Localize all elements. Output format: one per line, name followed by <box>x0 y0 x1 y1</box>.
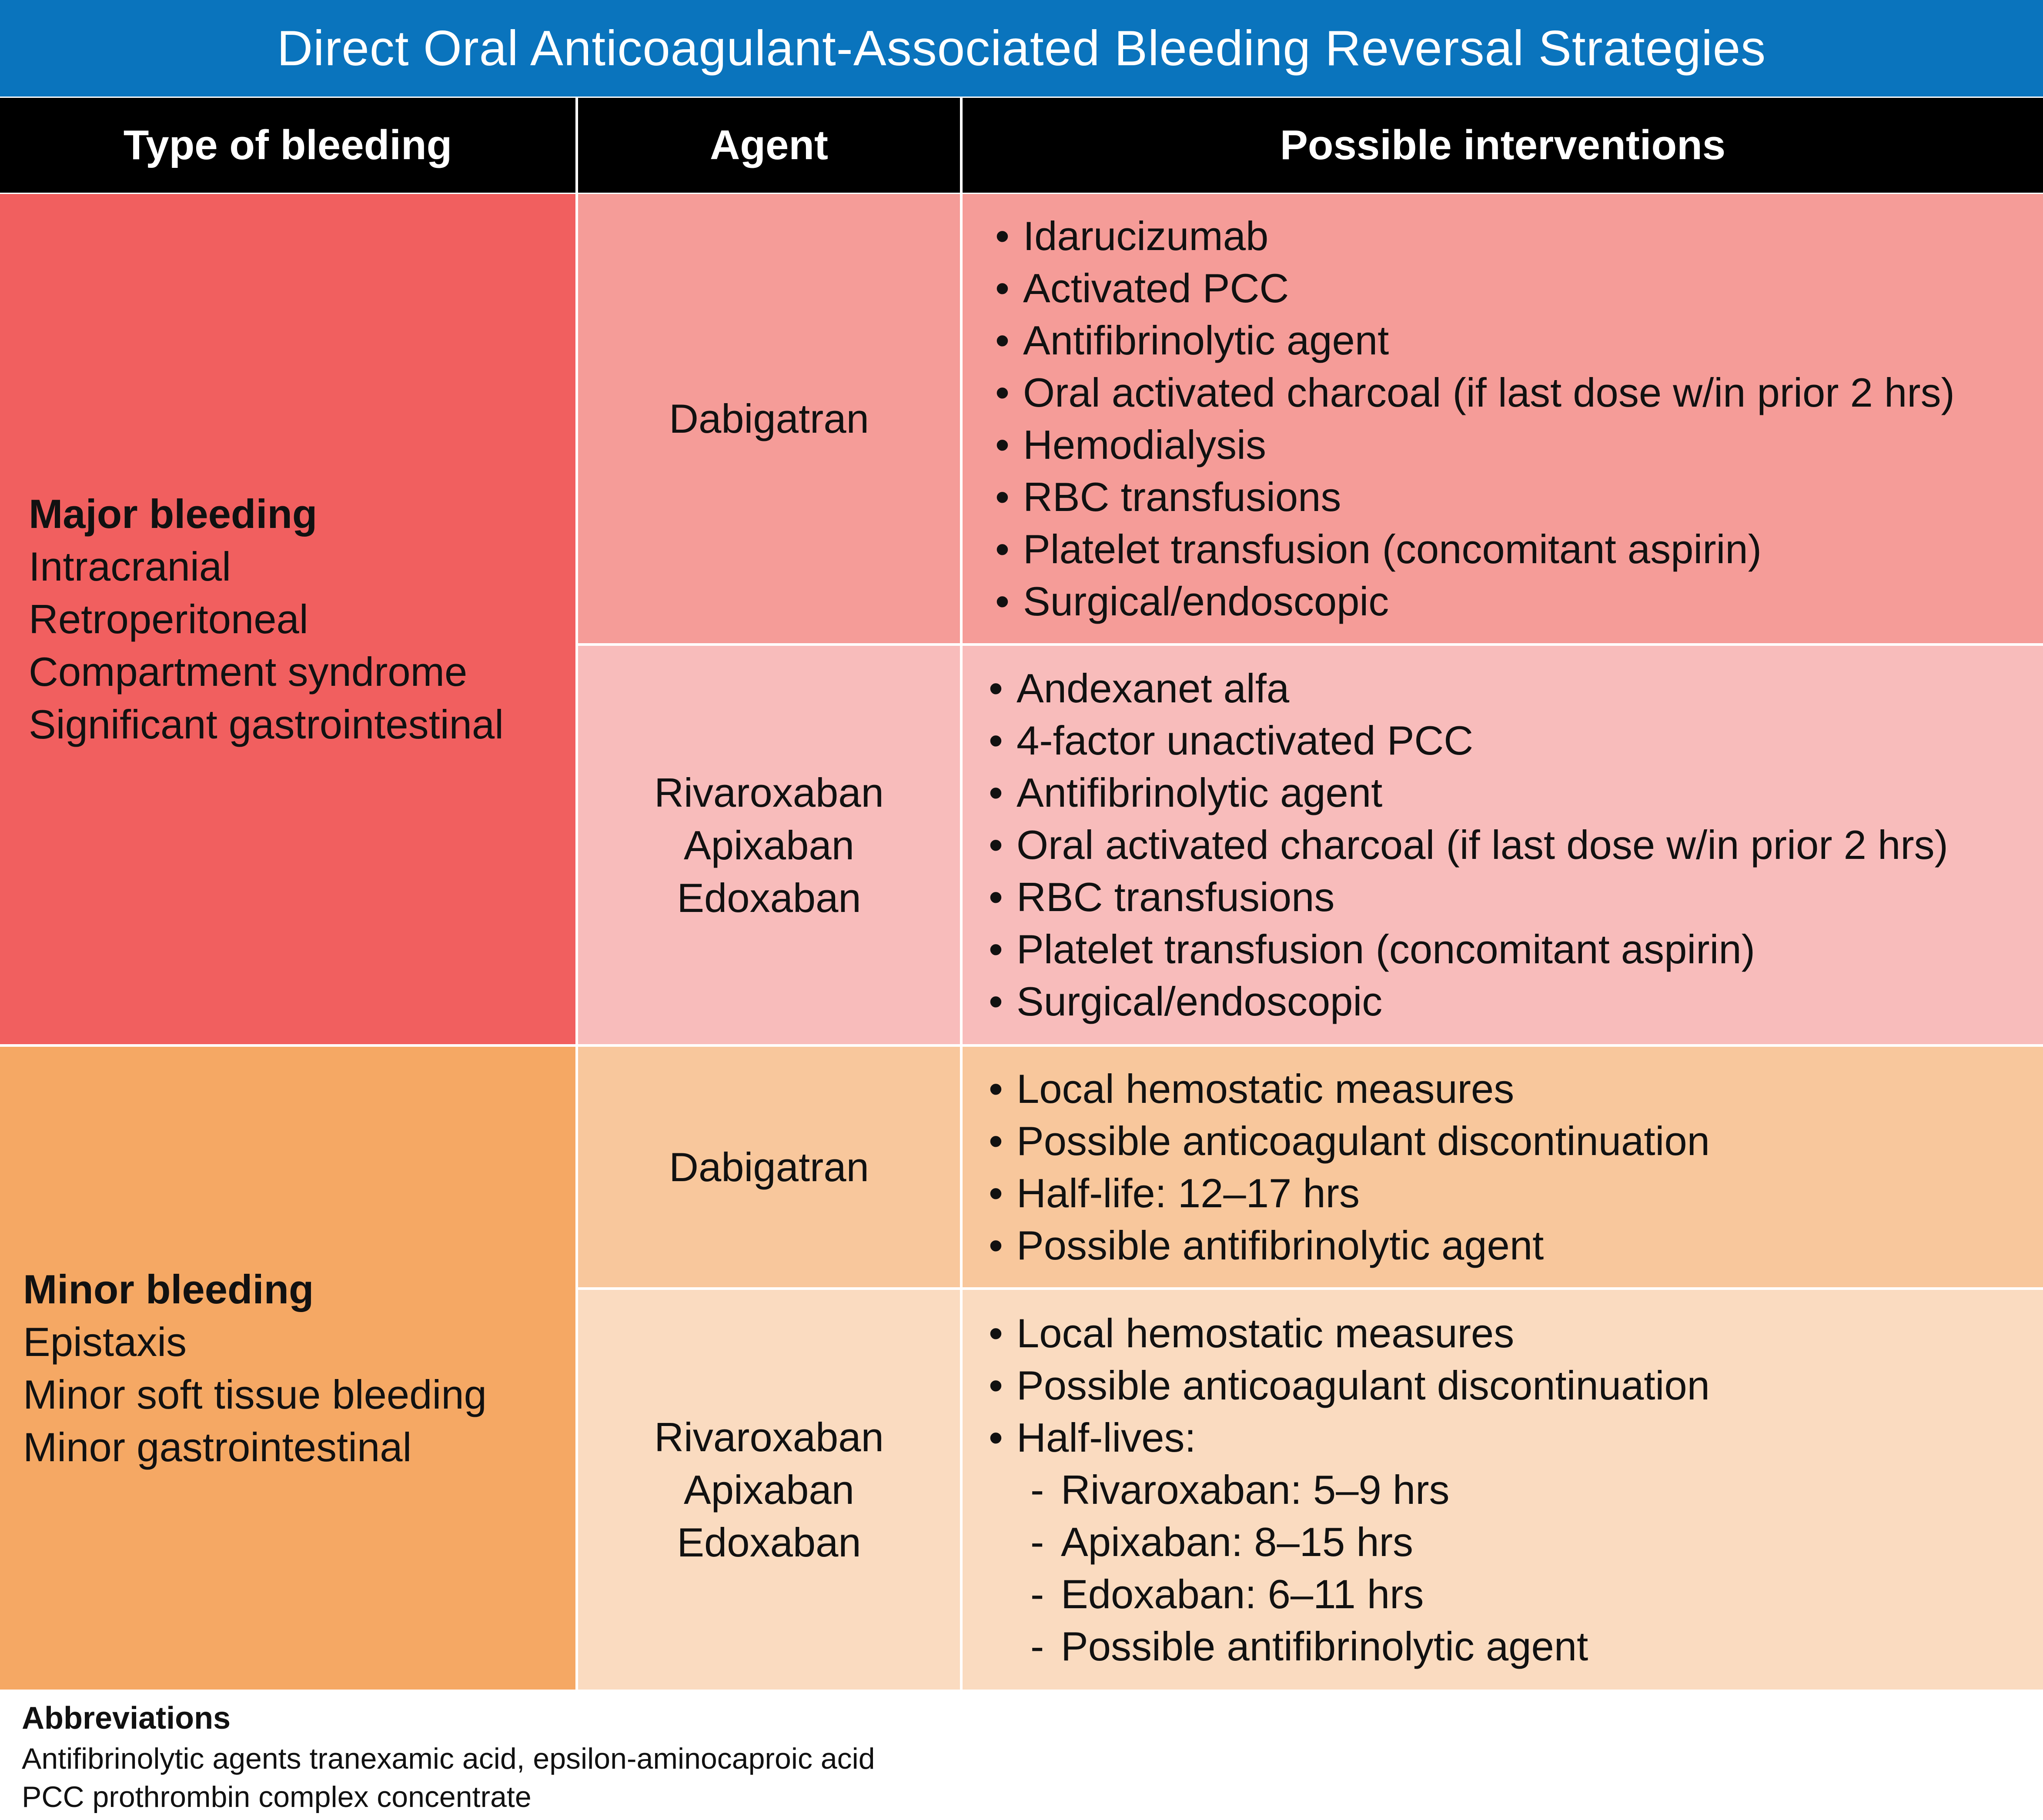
bullet-icon: • <box>995 317 1010 363</box>
minor-bleeding-cell: Minor bleeding Epistaxis Minor soft tiss… <box>0 1047 575 1690</box>
header-agent-label: Agent <box>710 122 828 168</box>
minor-dabigatran-agent-cell: Dabigatran <box>578 1047 960 1287</box>
bullet-icon: • <box>989 718 1003 763</box>
abbreviation-line: PCC prothrombin complex concentrate <box>22 1780 532 1813</box>
half-life-sub-item: - Apixaban: 8–15 hrs <box>989 1516 2043 1568</box>
intervention-item: • Surgical/endoscopic <box>995 575 2043 628</box>
minor-bleeding-item: Minor gastrointestinal <box>23 1424 412 1470</box>
major-dabigatran-interventions: • Idarucizumab • Activated PCC • Antifibrin… <box>963 194 2043 643</box>
bullet-icon: • <box>989 1065 1003 1112</box>
bullet-icon: • <box>995 421 1010 468</box>
major-xa-agent-cell: Rivaroxaban Apixaban Edoxaban <box>578 646 960 1044</box>
bullet-icon: • <box>989 1414 1003 1460</box>
bullet-icon: • <box>989 1362 1003 1408</box>
intervention-item: • Half-life: 12–17 hrs <box>989 1167 2043 1219</box>
bullet-icon: • <box>989 1118 1003 1164</box>
page-title: Direct Oral Anticoagulant-Associated Ble… <box>277 20 1766 76</box>
bullet-icon: • <box>995 213 1010 259</box>
bullet-icon: • <box>995 369 1010 415</box>
bullet-icon: • <box>995 265 1010 311</box>
dash-icon: - <box>1030 1571 1044 1617</box>
bullet-icon: • <box>989 1310 1003 1356</box>
header-type-of-bleeding: Type of bleeding <box>0 98 575 193</box>
major-bleeding-item: Intracranial <box>29 544 231 589</box>
bullet-icon: • <box>989 665 1003 711</box>
intervention-item: • 4-factor unactivated PCC <box>989 715 2043 767</box>
intervention-item: • Oral activated charcoal (if last dose w… <box>989 819 2043 871</box>
bullet-icon: • <box>989 822 1003 868</box>
dash-icon: - <box>1030 1466 1044 1513</box>
bullet-icon: • <box>989 1222 1003 1268</box>
half-life-sub-item: - Edoxaban: 6–11 hrs <box>989 1568 2043 1620</box>
bullet-icon: • <box>995 526 1010 572</box>
minor-xa-agent-cell: Rivaroxaban Apixaban Edoxaban <box>578 1290 960 1690</box>
intervention-item: • Possible anticoagulant discontinuation <box>989 1359 2043 1412</box>
bullet-icon: • <box>989 926 1003 972</box>
intervention-item: • Possible antifibrinolytic agent <box>989 1219 2043 1272</box>
intervention-item: • Half-lives: <box>989 1412 2043 1464</box>
header-type-label: Type of bleeding <box>123 122 452 168</box>
major-dabigatran-agent-cell: Dabigatran <box>578 194 960 643</box>
agent-name: Rivaroxaban <box>654 1414 884 1460</box>
intervention-item: • Local hemostatic measures <box>989 1307 2043 1359</box>
bullet-icon: • <box>989 1170 1003 1216</box>
intervention-item: • Idarucizumab <box>995 210 2043 262</box>
major-bleeding-item: Compartment syndrome <box>29 649 468 695</box>
intervention-item: • Platelet transfusion (concomitant aspir… <box>995 523 2043 575</box>
agent-name: Apixaban <box>684 822 854 868</box>
intervention-item: • RBC transfusions <box>995 471 2043 523</box>
half-life-sub-item: - Rivaroxaban: 5–9 hrs <box>989 1464 2043 1516</box>
bullet-icon: • <box>989 978 1003 1024</box>
intervention-item: • Andexanet alfa <box>989 662 2043 715</box>
minor-bleeding-item: Minor soft tissue bleeding <box>23 1372 487 1417</box>
intervention-item: • Hemodialysis <box>995 419 2043 471</box>
half-life-sub-item: - Possible antifibrinolytic agent <box>989 1620 2043 1673</box>
intervention-item: • Antifibrinolytic agent <box>989 767 2043 819</box>
major-bleeding-item: Retroperitoneal <box>29 596 308 642</box>
intervention-item: • RBC transfusions <box>989 871 2043 923</box>
major-bleeding-title: Major bleeding <box>29 491 318 537</box>
agent-name: Edoxaban <box>677 875 861 921</box>
intervention-item: • Surgical/endoscopic <box>989 975 2043 1028</box>
abbreviation-line: Antifibrinolytic agents tranexamic acid,… <box>22 1742 875 1775</box>
bullet-icon: • <box>989 770 1003 815</box>
dash-icon: - <box>1030 1623 1044 1669</box>
intervention-item: • Activated PCC <box>995 262 2043 314</box>
bullet-icon: • <box>995 578 1010 624</box>
agent-name: Edoxaban <box>677 1519 861 1565</box>
abbreviations-title: Abbreviations <box>22 1701 231 1736</box>
dash-icon: - <box>1030 1519 1044 1565</box>
minor-bleeding-item: Epistaxis <box>23 1319 187 1365</box>
minor-dabigatran-interventions: • Local hemostatic measures • Possible ant… <box>963 1047 2043 1287</box>
header-possible-interventions: Possible interventions <box>963 98 2043 193</box>
minor-xa-interventions: • Local hemostatic measures • Possible ant… <box>963 1290 2043 1690</box>
intervention-item: • Platelet transfusion (concomitant aspir… <box>989 923 2043 975</box>
major-bleeding-item: Significant gastrointestinal <box>29 701 504 747</box>
bullet-icon: • <box>995 474 1010 520</box>
agent-name: Rivaroxaban <box>654 769 884 815</box>
minor-bleeding-title: Minor bleeding <box>23 1266 314 1312</box>
title-bar: Direct Oral Anticoagulant-Associated Ble… <box>0 0 2043 97</box>
major-xa-interventions: • Andexanet alfa • 4-factor unactivated PC… <box>963 646 2043 1044</box>
header-interventions-label: Possible interventions <box>1280 122 1726 168</box>
intervention-item: • Antifibrinolytic agent <box>995 314 2043 367</box>
major-bleeding-cell: Major bleeding Intracranial Retroperiton… <box>0 194 575 1044</box>
intervention-item: • Local hemostatic measures <box>989 1063 2043 1115</box>
bullet-icon: • <box>989 874 1003 920</box>
agent-name: Dabigatran <box>669 1144 869 1190</box>
agent-name: Apixaban <box>684 1467 854 1513</box>
header-agent: Agent <box>578 98 960 193</box>
intervention-item: • Oral activated charcoal (if last dose w… <box>995 367 2043 419</box>
agent-name: Dabigatran <box>669 396 869 441</box>
intervention-item: • Possible anticoagulant discontinuation <box>989 1115 2043 1167</box>
